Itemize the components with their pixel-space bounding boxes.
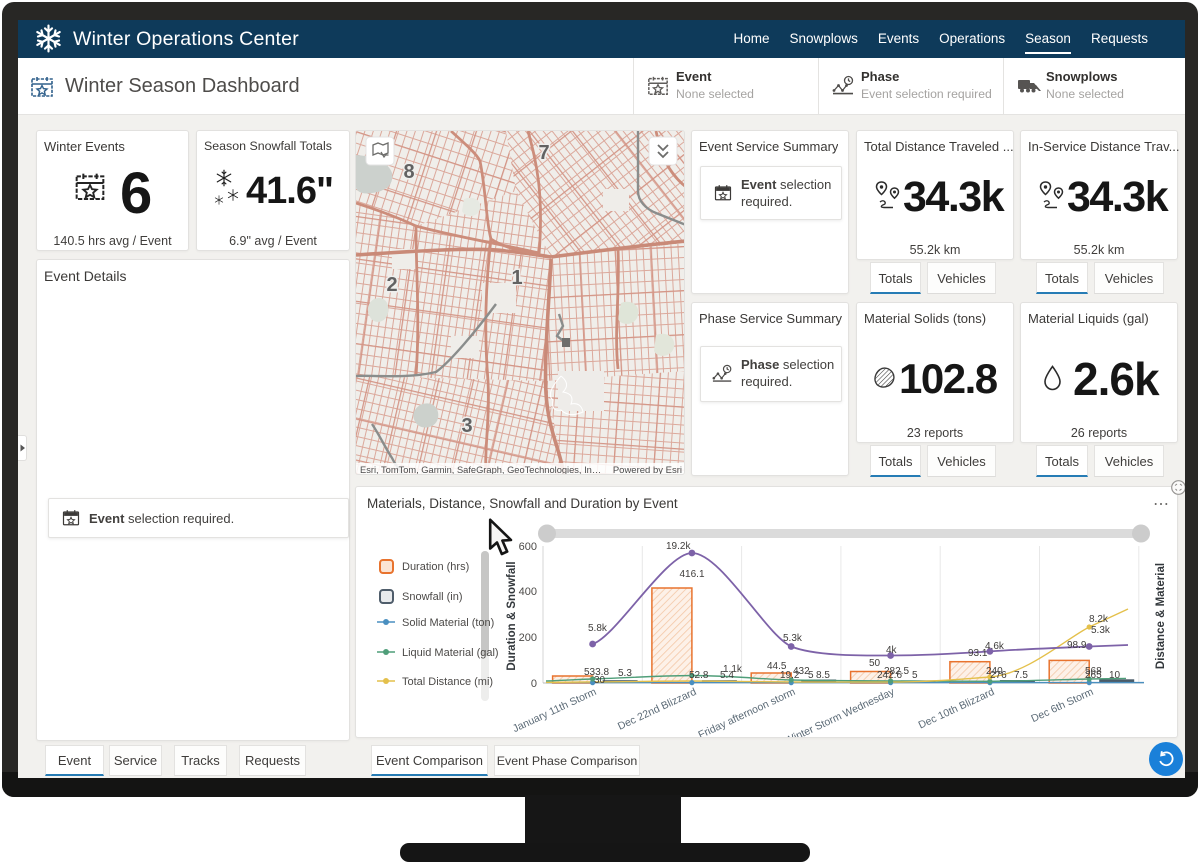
svg-text:Dec 22nd Blizzard: Dec 22nd Blizzard	[616, 686, 698, 733]
svg-text:568: 568	[1085, 666, 1102, 677]
svg-text:8.2k: 8.2k	[1089, 614, 1109, 625]
svg-text:3: 3	[461, 415, 472, 437]
svg-text:44.5: 44.5	[767, 661, 787, 672]
svg-text:282.5: 282.5	[884, 666, 909, 677]
svg-text:1: 1	[511, 267, 522, 289]
svg-text:Winter Storm Wednesday: Winter Storm Wednesday	[783, 686, 897, 737]
svg-text:Powered by Esri: Powered by Esri	[613, 465, 682, 475]
svg-text:8: 8	[403, 161, 414, 183]
svg-text:240: 240	[986, 666, 1003, 677]
svg-text:5: 5	[808, 670, 814, 681]
svg-text:Total Distance (mi): Total Distance (mi)	[402, 676, 493, 688]
svg-text:265: 265	[1085, 670, 1102, 681]
svg-text:Duration & Snowfall: Duration & Snowfall	[506, 561, 518, 670]
svg-text:1.1k: 1.1k	[723, 664, 743, 675]
svg-text:19.2k: 19.2k	[666, 541, 691, 552]
svg-text:5.3: 5.3	[618, 668, 632, 679]
svg-text:Friday afternoon storm: Friday afternoon storm	[696, 686, 797, 737]
svg-text:19.2: 19.2	[780, 670, 800, 681]
svg-text:5.8k: 5.8k	[588, 623, 608, 634]
svg-text:Esri, TomTom, Garmin, SafeGrap: Esri, TomTom, Garmin, SafeGraph, GeoTech…	[360, 465, 601, 475]
svg-text:533.8: 533.8	[584, 667, 609, 678]
svg-text:416.1: 416.1	[679, 569, 704, 580]
svg-text:2: 2	[386, 274, 397, 296]
svg-text:98.9: 98.9	[1067, 640, 1087, 651]
svg-text:600: 600	[519, 541, 537, 553]
svg-text:Dec 6th Storm: Dec 6th Storm	[1029, 686, 1095, 725]
svg-text:8.5: 8.5	[816, 670, 830, 681]
svg-text:0: 0	[531, 678, 537, 690]
svg-text:Liquid Material (gal): Liquid Material (gal)	[402, 647, 499, 659]
svg-text:10: 10	[1109, 670, 1121, 681]
svg-text:Dec 10th Blizzard: Dec 10th Blizzard	[917, 686, 997, 732]
svg-text:242.6: 242.6	[877, 670, 902, 681]
svg-text:30: 30	[594, 675, 606, 686]
svg-text:Solid Material (ton): Solid Material (ton)	[402, 617, 494, 629]
svg-text:Distance & Material: Distance & Material	[1155, 563, 1167, 669]
svg-text:276: 276	[990, 670, 1007, 681]
svg-text:200: 200	[519, 632, 537, 644]
svg-text:4.6k: 4.6k	[985, 641, 1005, 652]
svg-text:432: 432	[793, 666, 810, 677]
svg-text:5.3k: 5.3k	[1091, 625, 1111, 636]
svg-text:7.5: 7.5	[1014, 670, 1028, 681]
svg-text:52.8: 52.8	[689, 670, 709, 681]
svg-text:Duration (hrs): Duration (hrs)	[402, 561, 469, 573]
svg-text:January 11th Storm: January 11th Storm	[511, 686, 599, 735]
svg-text:7: 7	[538, 142, 549, 164]
svg-text:50: 50	[869, 658, 881, 669]
svg-text:400: 400	[519, 586, 537, 598]
svg-text:93.1: 93.1	[968, 648, 988, 659]
svg-text:5: 5	[912, 670, 918, 681]
svg-text:5.4: 5.4	[720, 670, 734, 681]
svg-text:Snowfall (in): Snowfall (in)	[402, 591, 463, 603]
svg-text:5.3k: 5.3k	[783, 633, 803, 644]
svg-text:4k: 4k	[886, 645, 898, 656]
